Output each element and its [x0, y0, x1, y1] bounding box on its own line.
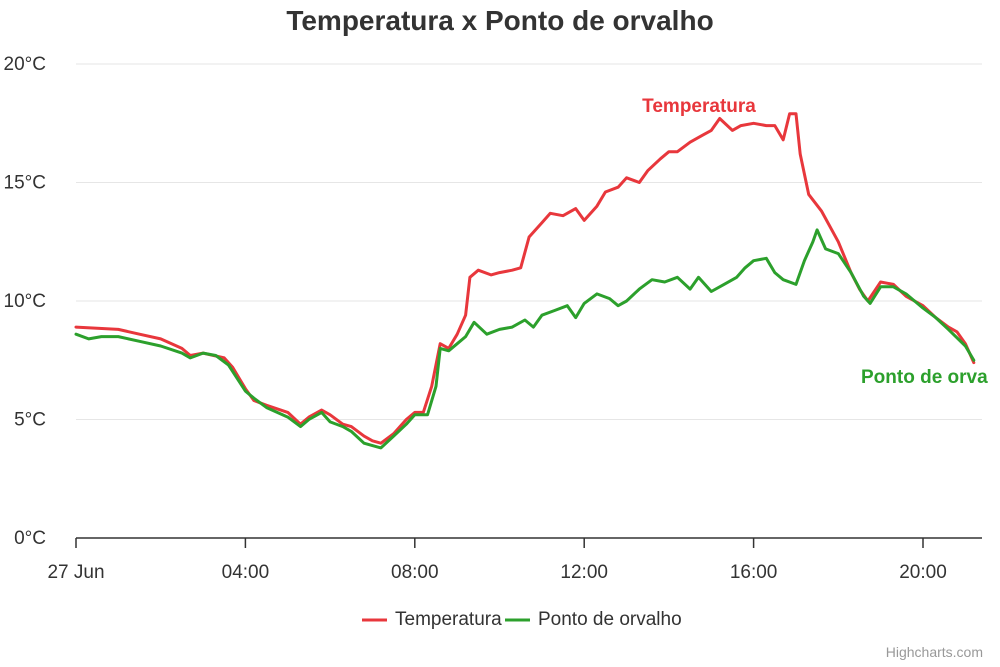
legend: Temperatura Ponto de orvalho	[362, 609, 682, 630]
x-tick-label: 20:00	[899, 562, 947, 583]
x-tick-label: 16:00	[730, 562, 778, 583]
x-tick-label: 08:00	[391, 562, 439, 583]
legend-label-ponto-de-orvalho: Ponto de orvalho	[538, 609, 682, 630]
chart-title: Temperatura x Ponto de orvalho	[286, 5, 713, 36]
series-lines	[74, 112, 976, 450]
legend-item-temperatura[interactable]: Temperatura	[362, 609, 502, 630]
y-tick-label: 5°C	[14, 410, 46, 431]
x-tick-label: 04:00	[222, 562, 270, 583]
y-tick-label: 15°C	[4, 173, 46, 194]
y-tick-label: 0°C	[14, 528, 46, 549]
x-tick-label: 27 Jun	[47, 562, 104, 583]
legend-item-ponto-de-orvalho[interactable]: Ponto de orvalho	[505, 609, 682, 630]
y-tick-label: 20°C	[4, 54, 46, 75]
y-tick-label: 10°C	[4, 291, 46, 312]
grid-lines	[76, 63, 982, 420]
legend-label-temperatura: Temperatura	[395, 609, 502, 630]
x-tick-label: 12:00	[560, 562, 608, 583]
x-axis: 27 Jun 04:00 08:00 12:00 16:00 20:00	[47, 538, 947, 583]
series-line-ponto-de-orvalho	[74, 228, 976, 450]
series-line-temperatura	[74, 112, 976, 445]
highcharts-credit-link[interactable]: Highcharts.com	[886, 644, 983, 660]
series-label-temperatura: Temperatura	[642, 96, 756, 117]
y-axis-labels: 0°C 5°C 10°C 15°C 20°C	[4, 54, 46, 549]
series-label-ponto-de-orvalho: Ponto de orva	[861, 367, 988, 388]
